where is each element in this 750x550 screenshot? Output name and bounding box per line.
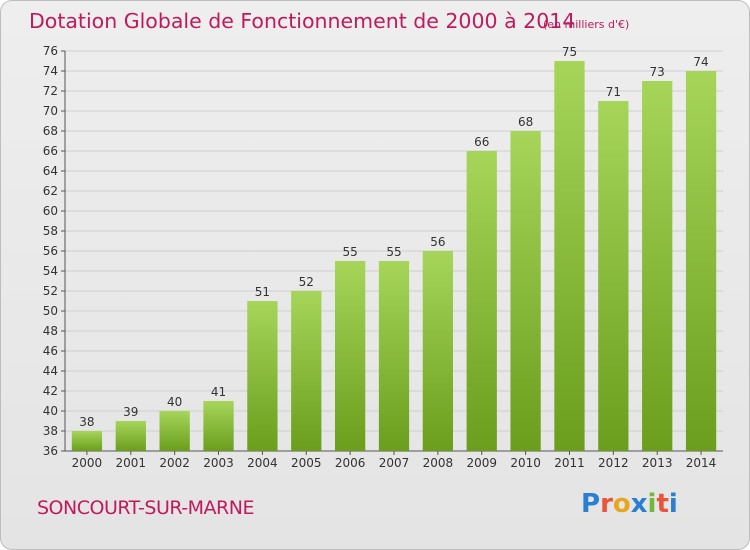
bar bbox=[598, 101, 629, 451]
data-label: 51 bbox=[255, 285, 270, 299]
y-tick-label: 52 bbox=[43, 284, 58, 298]
x-tick-label: 2006 bbox=[335, 456, 366, 470]
y-tick-label: 60 bbox=[43, 204, 58, 218]
logo-letter: P bbox=[581, 489, 601, 519]
bar bbox=[685, 71, 717, 451]
data-label: 39 bbox=[123, 405, 138, 419]
y-tick-label: 38 bbox=[43, 424, 58, 438]
data-label: 40 bbox=[167, 395, 182, 409]
y-tick-label: 76 bbox=[43, 44, 58, 58]
y-tick-label: 62 bbox=[43, 184, 58, 198]
x-tick-label: 2013 bbox=[642, 456, 673, 470]
y-tick-label: 40 bbox=[43, 404, 58, 418]
data-label: 41 bbox=[211, 385, 226, 399]
data-label: 55 bbox=[386, 245, 401, 259]
data-label: 71 bbox=[606, 85, 621, 99]
logo-letter: i bbox=[647, 489, 657, 519]
proxiti-logo[interactable]: Proxiti bbox=[581, 489, 678, 519]
y-tick-label: 58 bbox=[43, 224, 58, 238]
x-tick-label: 2002 bbox=[159, 456, 190, 470]
bar bbox=[554, 61, 585, 451]
data-label: 66 bbox=[474, 135, 489, 149]
x-tick-label: 2000 bbox=[72, 456, 103, 470]
y-tick-label: 36 bbox=[43, 444, 58, 458]
data-label: 38 bbox=[79, 415, 94, 429]
x-tick-label: 2011 bbox=[554, 456, 585, 470]
y-tick-label: 68 bbox=[43, 124, 58, 138]
data-label: 56 bbox=[430, 235, 445, 249]
x-tick-label: 2003 bbox=[203, 456, 234, 470]
x-tick-label: 2010 bbox=[510, 456, 541, 470]
x-tick-label: 2001 bbox=[116, 456, 147, 470]
logo-letter: t bbox=[656, 489, 669, 519]
logo-letter: o bbox=[612, 489, 631, 519]
commune-name: SONCOURT-SUR-MARNE bbox=[37, 497, 254, 519]
data-label: 68 bbox=[518, 115, 533, 129]
logo-letter: i bbox=[668, 489, 678, 519]
logo-letter: x bbox=[630, 489, 648, 519]
bar bbox=[291, 291, 322, 451]
x-tick-label: 2007 bbox=[379, 456, 410, 470]
data-label: 52 bbox=[299, 275, 314, 289]
y-tick-label: 72 bbox=[43, 84, 58, 98]
y-tick-label: 48 bbox=[43, 324, 58, 338]
bar bbox=[466, 151, 497, 451]
chart-title: Dotation Globale de Fonctionnement de 20… bbox=[29, 9, 576, 33]
bar bbox=[642, 81, 673, 451]
data-label: 74 bbox=[693, 55, 708, 69]
y-tick-label: 66 bbox=[43, 144, 58, 158]
x-tick-label: 2009 bbox=[466, 456, 497, 470]
bar bbox=[378, 261, 410, 451]
bar bbox=[71, 431, 103, 451]
data-label: 75 bbox=[562, 45, 577, 59]
y-tick-label: 70 bbox=[43, 104, 58, 118]
bar bbox=[334, 261, 366, 451]
data-label: 55 bbox=[342, 245, 357, 259]
x-tick-label: 2014 bbox=[686, 456, 717, 470]
bar bbox=[203, 401, 234, 451]
y-tick-label: 42 bbox=[43, 384, 58, 398]
x-tick-label: 2005 bbox=[291, 456, 322, 470]
y-tick-label: 74 bbox=[43, 64, 58, 78]
unit-note: (en milliers d'€) bbox=[543, 18, 630, 31]
y-tick-label: 44 bbox=[43, 364, 58, 378]
bar bbox=[159, 411, 190, 451]
y-tick-label: 46 bbox=[43, 344, 58, 358]
x-tick-label: 2008 bbox=[423, 456, 454, 470]
y-tick-label: 50 bbox=[43, 304, 58, 318]
y-tick-label: 64 bbox=[43, 164, 58, 178]
x-tick-label: 2004 bbox=[247, 456, 278, 470]
bar bbox=[247, 301, 278, 451]
y-tick-label: 56 bbox=[43, 244, 58, 258]
logo-letter: r bbox=[600, 489, 613, 519]
x-tick-label: 2012 bbox=[598, 456, 629, 470]
data-label: 73 bbox=[650, 65, 665, 79]
y-tick-label: 54 bbox=[43, 264, 58, 278]
bar bbox=[422, 251, 454, 451]
bar bbox=[510, 131, 541, 451]
bar bbox=[115, 421, 146, 451]
